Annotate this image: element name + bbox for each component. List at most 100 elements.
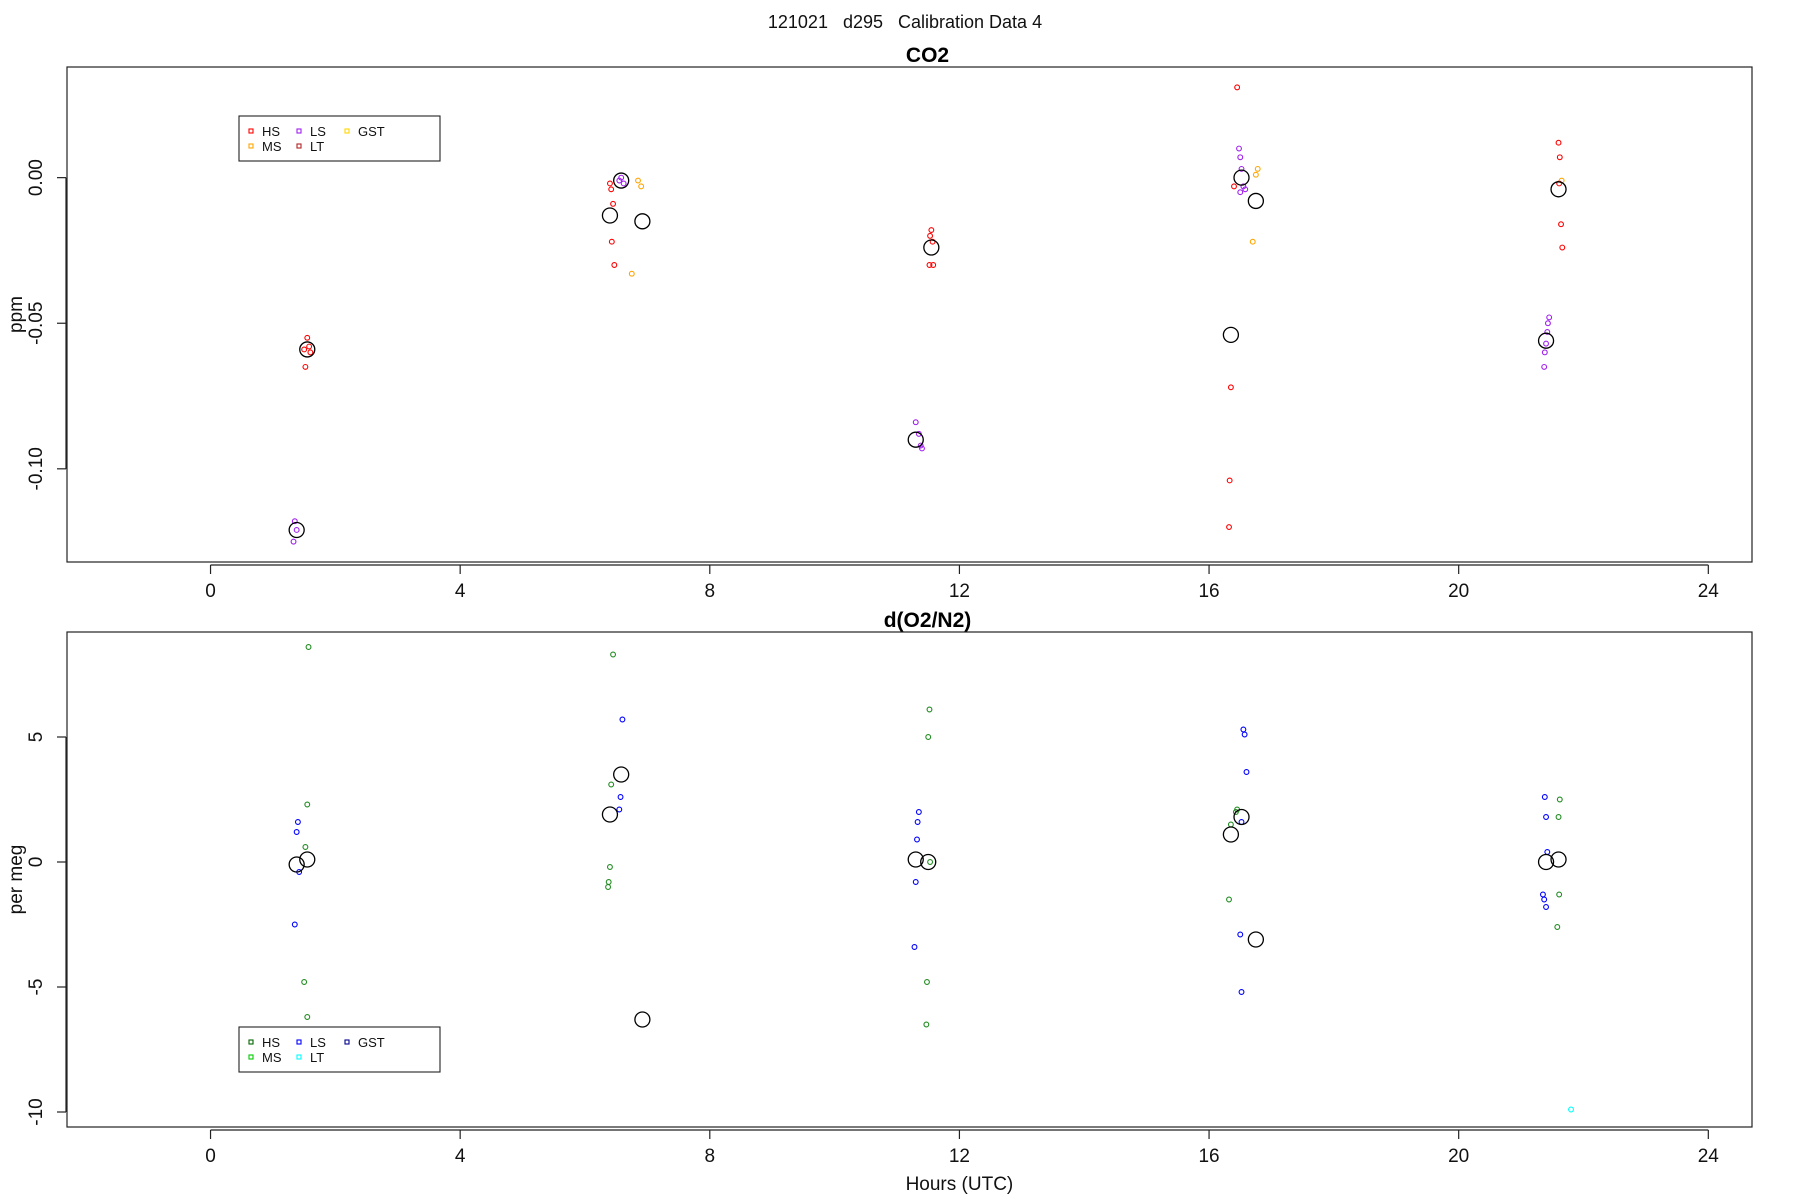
data-point: [1227, 821, 1234, 828]
series-mean: [288, 169, 1567, 539]
x-axis-label: Hours (UTC): [906, 1174, 1014, 1195]
data-point: [305, 644, 312, 650]
data-point: [1226, 896, 1232, 903]
data-point: [1544, 329, 1551, 335]
data-point: [1546, 314, 1553, 321]
data-point: [926, 262, 933, 268]
data-point: [606, 864, 613, 870]
data-point: [619, 716, 626, 723]
mean-point: [288, 521, 305, 539]
data-point: [924, 979, 930, 985]
legend-label: HS: [262, 124, 280, 139]
data-point: [635, 177, 641, 184]
chart-panel-1: d(O2/N2) 0 4 8 12 16 20 24 Hours (UTC) -10 -5 0 5 per…: [6, 609, 1753, 1195]
data-point: [608, 186, 615, 193]
data-point: [306, 343, 313, 350]
legend-marker: [248, 1054, 254, 1060]
legend-label: MS: [262, 139, 282, 154]
x-tick-label: 0: [205, 581, 216, 602]
data-point: [291, 921, 298, 928]
series-ls: [290, 145, 1553, 545]
data-point: [927, 232, 934, 239]
data-point: [605, 879, 612, 885]
data-point: [618, 174, 625, 181]
data-point: [1240, 726, 1247, 733]
data-point: [301, 979, 308, 985]
legend-label: HS: [262, 1035, 280, 1050]
legend-marker: [296, 1039, 302, 1045]
data-point: [620, 180, 627, 187]
mean-point: [1222, 326, 1240, 344]
panel-title: CO2: [906, 44, 949, 67]
data-point: [304, 1014, 311, 1020]
data-point: [1242, 186, 1249, 193]
data-point: [638, 183, 645, 190]
series-hs: [301, 644, 1563, 1028]
data-point: [628, 270, 635, 277]
data-point: [1243, 769, 1250, 775]
legend-label: LS: [310, 124, 326, 139]
data-point: [1544, 320, 1551, 327]
y-axis-label: per meg: [6, 845, 27, 915]
data-point: [1227, 384, 1234, 391]
data-point: [1252, 171, 1259, 178]
data-point: [1231, 183, 1237, 190]
data-point: [617, 794, 624, 800]
data-point: [1556, 891, 1563, 898]
data-point: [1541, 794, 1548, 800]
series-mean: [288, 766, 1567, 1028]
mean-point: [634, 1011, 651, 1028]
mean-point: [1233, 169, 1250, 186]
data-point: [1558, 221, 1564, 228]
x-tick-label: 16: [1198, 1146, 1219, 1167]
x-tick-label: 20: [1448, 1146, 1469, 1167]
data-point: [610, 651, 617, 658]
x-tick-label: 24: [1698, 1146, 1720, 1167]
data-point: [912, 879, 919, 885]
legend-marker: [296, 1054, 302, 1060]
data-point: [302, 844, 309, 850]
data-point: [1226, 524, 1232, 531]
data-point: [1568, 1106, 1574, 1113]
data-point: [1555, 139, 1562, 146]
data-point: [1254, 165, 1261, 172]
figure-title: 121021 d295 Calibration Data 4: [768, 12, 1042, 32]
legend-marker: [296, 143, 302, 149]
data-point: [608, 781, 615, 788]
data-point: [616, 806, 623, 813]
y-tick-label: -0.10: [26, 447, 47, 490]
data-point: [1237, 931, 1244, 938]
data-point: [925, 734, 932, 740]
data-point: [1241, 731, 1248, 738]
data-point: [1234, 84, 1241, 91]
data-point: [1554, 924, 1561, 930]
data-point: [307, 349, 314, 356]
data-point: [291, 518, 298, 525]
legend-label: LT: [310, 139, 324, 154]
legend-box: [238, 115, 441, 162]
data-point: [1543, 814, 1550, 820]
mean-point: [288, 856, 305, 873]
data-point: [1237, 189, 1244, 196]
data-point: [927, 859, 934, 865]
panel-title: d(O2/N2): [884, 609, 972, 632]
data-point: [610, 200, 617, 207]
y-tick-label: 0.00: [26, 159, 47, 196]
data-point: [1541, 363, 1548, 370]
x-tick-label: 4: [455, 581, 466, 602]
y-tick-label: -5: [26, 979, 47, 996]
x-tick-label: 0: [205, 1146, 216, 1167]
mean-point: [907, 851, 924, 868]
mean-point: [920, 853, 937, 871]
mean-point: [1247, 931, 1265, 948]
data-point: [930, 262, 937, 268]
series-ls: [291, 716, 1551, 995]
data-point: [1236, 145, 1242, 152]
data-point: [1237, 154, 1244, 161]
x-tick-label: 12: [949, 581, 970, 602]
data-point: [1559, 244, 1566, 251]
legend-label: MS: [262, 1050, 282, 1065]
